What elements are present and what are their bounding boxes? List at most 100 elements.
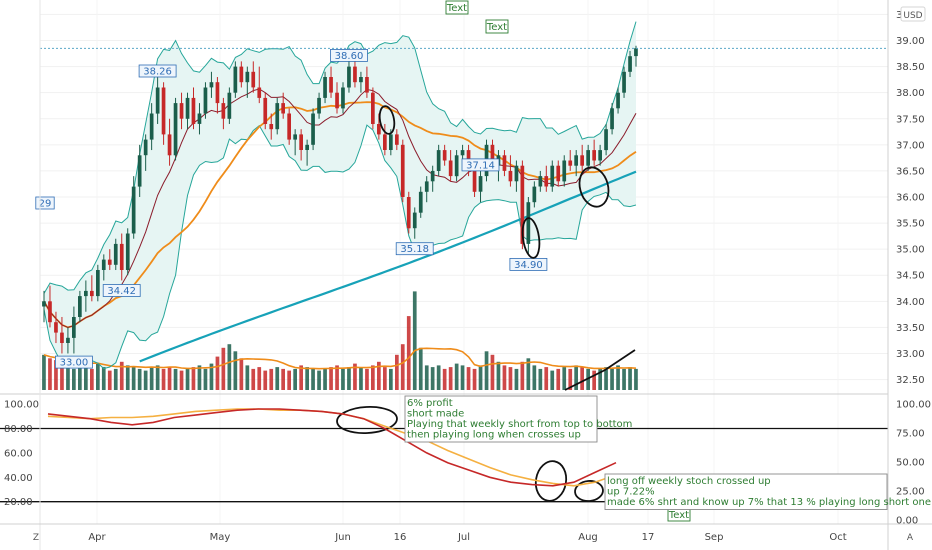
volume-bar <box>269 368 274 390</box>
candle-body <box>167 134 172 156</box>
price-label[interactable]: 38.26 <box>138 64 177 78</box>
volume-bar <box>538 368 543 390</box>
volume-bar <box>72 368 76 390</box>
volume-bar <box>251 368 256 390</box>
text-box[interactable]: Text <box>485 19 509 34</box>
moving-average-fast <box>43 88 637 328</box>
candle-body <box>508 170 513 182</box>
volume-bar <box>191 367 196 390</box>
stoch-left-tick: 40.00 <box>4 473 33 484</box>
price-label[interactable]: 38.60 <box>330 49 368 62</box>
candle-body <box>377 124 381 135</box>
volume-bar <box>484 351 489 390</box>
volume-bar <box>143 370 148 390</box>
candle-body <box>460 150 465 156</box>
volume-bar <box>466 367 471 390</box>
candle-body <box>586 150 590 166</box>
corner-right-label[interactable]: A <box>907 533 914 543</box>
candle-body <box>580 155 584 166</box>
candle-body <box>634 48 638 57</box>
candle-body <box>329 77 333 93</box>
candle-body <box>155 87 160 114</box>
candle-body <box>430 170 435 182</box>
volume-bar <box>353 363 357 390</box>
volume-bar <box>478 365 483 390</box>
volume-bar <box>544 367 549 390</box>
volume-bar <box>227 344 232 390</box>
candle-body <box>203 87 208 114</box>
volume-bar <box>562 367 567 390</box>
volume-bar <box>532 365 537 390</box>
candle-body <box>209 82 214 88</box>
candle-body <box>538 176 543 187</box>
volume-moving-average <box>43 347 637 370</box>
price-label[interactable]: 34.90 <box>509 257 548 271</box>
candle-body <box>341 87 345 109</box>
volume-bar <box>149 367 154 390</box>
time-tick-label: Sep <box>705 532 724 543</box>
text-box[interactable]: Text <box>445 0 469 15</box>
volume-bar <box>628 367 632 390</box>
volume-bar <box>556 368 561 390</box>
volume-bar <box>203 368 208 390</box>
volume-bar <box>311 368 315 390</box>
price-label-text: 37.14 <box>466 160 495 171</box>
volume-bar <box>161 368 166 390</box>
candle-body <box>395 134 399 145</box>
hand-drawn-circle <box>336 406 398 434</box>
volume-bar <box>598 368 602 390</box>
text-box[interactable]: Text <box>667 507 691 522</box>
volume-bar <box>323 368 327 390</box>
candlesticks <box>42 45 638 354</box>
candle-body <box>257 87 262 98</box>
price-label[interactable]: 29 <box>35 196 55 210</box>
volume-bar <box>502 365 507 390</box>
candle-body <box>335 92 339 109</box>
candle-body <box>610 108 614 130</box>
candle-body <box>544 176 549 187</box>
volume-bar <box>317 370 321 390</box>
volume-bar <box>137 368 142 390</box>
corner-left-label[interactable]: Z <box>33 533 39 543</box>
stoch-left-tick: 100.00 <box>4 400 39 411</box>
price-label[interactable]: 35.18 <box>395 242 434 256</box>
volume-bar <box>329 367 333 390</box>
volume-bar <box>48 358 52 390</box>
candle-body <box>562 160 567 182</box>
note-line: made 6% shrt and know up 7% that 13 % pl… <box>607 497 932 508</box>
candle-body <box>406 197 411 229</box>
time-tick-label: May <box>210 532 231 543</box>
time-tick-label: 17 <box>642 532 655 543</box>
candle-body <box>400 144 405 197</box>
candle-body <box>96 270 100 297</box>
volume-bar <box>60 361 64 390</box>
volume-bar <box>341 368 345 390</box>
volume-bar <box>287 370 291 390</box>
volume-bar <box>526 358 531 390</box>
candle-body <box>54 322 58 333</box>
candle-body <box>161 87 166 135</box>
volume-bar <box>496 361 501 390</box>
price-label-text: 29 <box>39 199 52 210</box>
candle-body <box>221 103 226 119</box>
candle-body <box>197 113 202 124</box>
price-label-text: 38.60 <box>335 51 364 62</box>
candle-body <box>622 71 626 93</box>
volume-bar <box>125 365 130 390</box>
price-label[interactable]: 33.00 <box>55 355 93 369</box>
moving-average-mid <box>43 101 637 329</box>
volume-bar <box>131 367 136 390</box>
time-tick-label: Aug <box>578 532 598 543</box>
volume-bar <box>616 365 620 390</box>
volume-bar <box>454 363 459 390</box>
volume-bar <box>634 368 638 390</box>
candle-body <box>299 134 303 150</box>
price-label[interactable]: 37.14 <box>461 158 500 172</box>
candle-body <box>66 337 70 343</box>
price-label[interactable]: 34.42 <box>102 284 141 298</box>
volume-bar <box>42 354 46 390</box>
currency-badge[interactable]: USD <box>900 6 926 22</box>
